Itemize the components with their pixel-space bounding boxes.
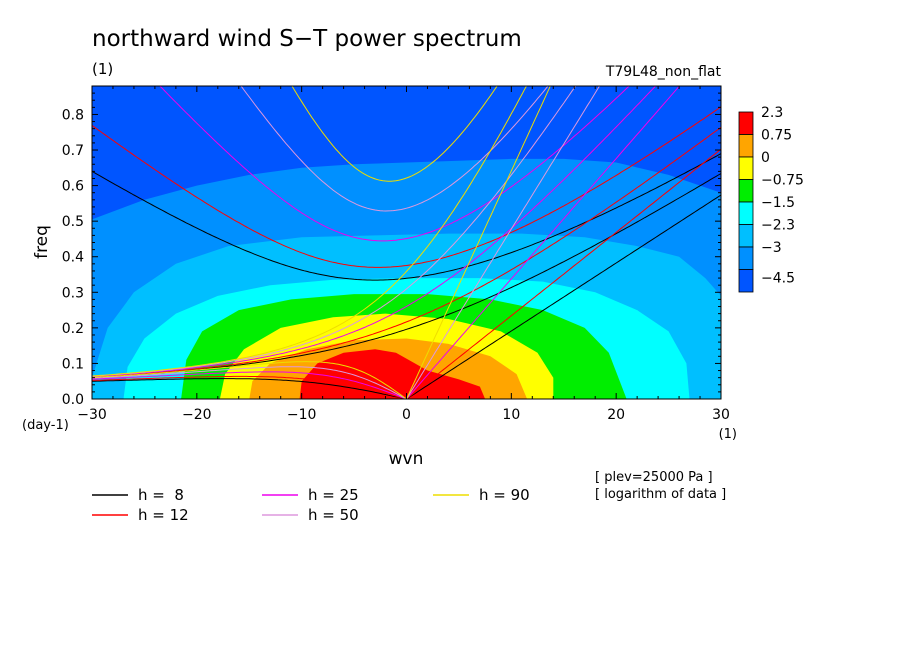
dispersion-curve-h-12 [92, 106, 721, 399]
curve-ig-h-12 [92, 106, 721, 268]
legend-item-h-12: h = 12 [92, 506, 189, 524]
curve-ig-h-90 [291, 86, 498, 182]
curve-ig-h-25 [159, 86, 630, 242]
dispersion-curve-h-90 [92, 86, 551, 399]
curve-rossby-h-25 [92, 371, 407, 399]
y-tick-label: 0.4 [62, 250, 84, 266]
x-tick-label: 30 [712, 407, 730, 423]
curve-kelvin-h-8 [406, 194, 721, 399]
x-tick-label: 20 [607, 407, 625, 423]
legend-item-h-50: h = 50 [262, 506, 359, 524]
chart-subtitle-experiment: T79L48_non_flat [605, 64, 722, 80]
chart-subtitle-units: (1) [92, 60, 113, 78]
colorbar-swatch [738, 201, 754, 225]
y-axis-label: freq [32, 225, 52, 259]
curve-mrg-h-50 [92, 86, 577, 377]
colorbar-label: −0.75 [761, 173, 804, 189]
colorbar-swatch [738, 156, 754, 180]
y-tick-label: 0.8 [62, 107, 84, 123]
y-tick-label: 0.7 [62, 143, 84, 159]
contour-fill-7 [299, 349, 486, 399]
plot-area [92, 86, 721, 399]
colorbar-swatch [738, 179, 754, 203]
note-logarithm: [ logarithm of data ] [595, 487, 726, 502]
curve-ig-h-50 [240, 86, 549, 212]
legend-label: h = 25 [308, 486, 359, 504]
curve-kelvin-h-12 [406, 148, 721, 399]
x-tick-label: −10 [287, 407, 317, 423]
curve-kelvin-h-90 [406, 86, 551, 399]
y-axis-ticks: 0.0 0.1 0.2 0.3 0.4 0.5 0.6 0.7 0.8 [62, 92, 721, 408]
curve-mrg-h-90 [92, 86, 528, 377]
y-axis-unit: (day-1) [22, 418, 69, 433]
x-tick-label: 0 [402, 407, 411, 423]
colorbar-label: 0.75 [761, 128, 792, 144]
x-tick-label: −20 [182, 407, 212, 423]
legend-item-h-25: h = 25 [262, 486, 359, 504]
x-tick-label: −30 [77, 407, 107, 423]
legend-label: h = 8 [138, 486, 184, 504]
legend-label: h = 90 [479, 486, 530, 504]
curve-rossby-h-8 [92, 378, 407, 399]
y-tick-label: 0.2 [62, 321, 84, 337]
colorbar-label: 0 [761, 150, 770, 166]
curve-kelvin-h-25 [406, 86, 681, 399]
colorbar-label: −3 [761, 240, 782, 256]
curve-rossby-h-90 [92, 361, 407, 399]
colorbar-label: −4.5 [761, 271, 795, 287]
x-tick-label: 10 [502, 407, 520, 423]
y-tick-label: 0.1 [62, 356, 84, 372]
curve-rossby-h-50 [92, 366, 407, 399]
y-tick-label: 0.0 [62, 392, 84, 408]
colorbar-swatch [738, 224, 754, 248]
y-tick-label: 0.6 [62, 179, 84, 195]
legend: h = 8 h = 12 h = 25 h = 50 h = 90 [92, 486, 530, 524]
colorbar-swatch [738, 246, 754, 270]
legend-label: h = 50 [308, 506, 359, 524]
colorbar-swatch [738, 269, 754, 293]
curve-rossby-h-12 [92, 375, 407, 399]
note-plev: [ plev=25000 Pa ] [595, 470, 713, 485]
colorbar: 2.3 0.75 0 −0.75 −1.5 −2.3 −3 −4.5 [738, 105, 804, 293]
x-axis-unit: (1) [719, 427, 737, 442]
x-axis-ticks: −30 −20 −10 0 10 20 30 [77, 86, 730, 423]
dispersion-curves [92, 86, 721, 399]
curve-mrg-h-25 [92, 86, 657, 378]
contour-fills [92, 158, 721, 399]
curve-mrg-h-12 [92, 126, 721, 378]
curve-ig-h-8 [92, 153, 721, 281]
legend-label: h = 12 [138, 506, 189, 524]
legend-item-h-90: h = 90 [433, 486, 530, 504]
dispersion-curve-h-25 [92, 86, 681, 399]
colorbar-label: −1.5 [761, 195, 795, 211]
colorbar-label: −2.3 [761, 218, 795, 234]
y-tick-label: 0.3 [62, 285, 84, 301]
dispersion-curve-h-50 [92, 86, 601, 399]
colorbar-label: 2.3 [761, 105, 783, 121]
x-axis-label: wvn [389, 449, 424, 469]
y-tick-label: 0.5 [62, 214, 84, 230]
colorbar-swatch [738, 134, 754, 158]
curve-kelvin-h-50 [406, 86, 601, 399]
legend-item-h-8: h = 8 [92, 486, 184, 504]
colorbar-swatch [738, 111, 754, 135]
chart-title: northward wind S−T power spectrum [92, 26, 522, 52]
